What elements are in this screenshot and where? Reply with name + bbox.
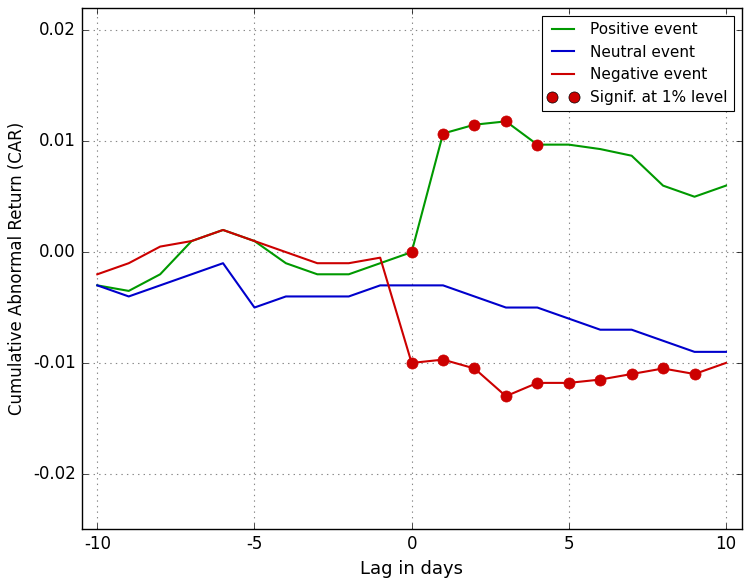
Legend: Positive event, Neutral event, Negative event, Signif. at 1% level: Positive event, Neutral event, Negative …: [542, 16, 734, 111]
X-axis label: Lag in days: Lag in days: [360, 560, 463, 578]
Y-axis label: Cumulative Abnormal Return (CAR): Cumulative Abnormal Return (CAR): [8, 122, 26, 415]
